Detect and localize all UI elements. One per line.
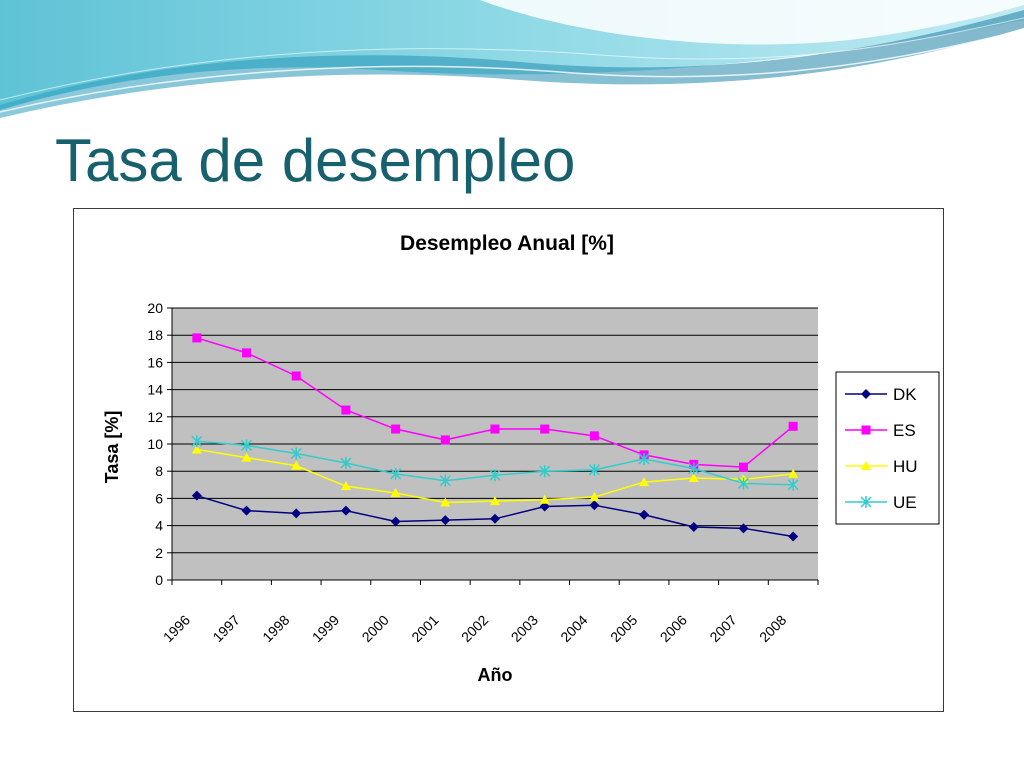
data-point-ue xyxy=(539,465,551,478)
data-point-ue xyxy=(638,452,650,465)
data-point-dk xyxy=(390,516,401,527)
y-tick-label: 12 xyxy=(147,409,163,425)
x-axis-title: Año xyxy=(478,665,513,685)
x-tick-label: 2005 xyxy=(607,612,640,645)
chart-title: Desempleo Anual [%] xyxy=(400,232,614,255)
legend-label-hu: HU xyxy=(893,457,918,476)
data-point-es xyxy=(589,431,599,441)
data-point-hu xyxy=(589,492,600,502)
data-point-dk xyxy=(788,531,799,542)
y-tick-label: 0 xyxy=(155,572,163,588)
data-point-hu xyxy=(390,487,401,497)
y-tick-label: 16 xyxy=(147,354,163,370)
x-tick-label: 2007 xyxy=(706,612,739,645)
data-point-hu xyxy=(490,496,500,506)
data-point-hu xyxy=(539,494,550,504)
data-point-es xyxy=(490,424,500,434)
legend-label-es: ES xyxy=(893,421,916,440)
y-tick-label: 10 xyxy=(147,436,163,452)
y-tick-label: 14 xyxy=(147,382,163,398)
line-chart: Desempleo Anual [%] 0 2 4 6 8 10 12 14 16 18 20 199… xyxy=(102,232,940,685)
x-tick-label: 1998 xyxy=(259,612,292,645)
data-point-es xyxy=(341,405,351,415)
data-point-ue xyxy=(489,469,501,482)
data-point-ue xyxy=(390,467,402,480)
data-point-ue xyxy=(588,463,600,476)
header-wave-banner xyxy=(0,0,1024,118)
y-tick-label: 20 xyxy=(147,300,163,316)
data-point-dk xyxy=(688,521,699,532)
data-point-ue xyxy=(787,478,799,491)
legend-box xyxy=(835,371,940,525)
data-point-hu xyxy=(291,460,302,470)
data-point-es xyxy=(192,333,202,343)
data-point-hu xyxy=(639,477,650,487)
data-point-ue xyxy=(688,462,700,475)
y-tick-label: 2 xyxy=(155,545,163,561)
y-axis-title: Tasa [%] xyxy=(102,411,122,484)
data-point-es xyxy=(242,348,252,358)
y-tick-label: 18 xyxy=(147,327,163,343)
data-point-ue xyxy=(340,457,352,470)
legend-marker-dk xyxy=(861,389,871,399)
y-tick-label: 4 xyxy=(155,518,163,534)
x-tick-label: 2003 xyxy=(508,612,541,645)
legend-marker-hu xyxy=(861,461,871,470)
x-tick-label: 2002 xyxy=(458,612,491,645)
data-point-es xyxy=(540,424,550,434)
data-point-ue xyxy=(290,447,302,460)
x-tick-label: 1996 xyxy=(160,612,193,645)
x-tick-label: 2006 xyxy=(657,612,690,645)
data-point-ue xyxy=(439,474,451,487)
slide-title: Tasa de desempleo xyxy=(55,127,576,194)
data-point-es xyxy=(440,435,450,445)
data-point-dk xyxy=(738,523,749,534)
x-tick-label: 2008 xyxy=(756,612,789,645)
data-point-hu xyxy=(191,444,202,454)
legend-label-ue: UE xyxy=(893,493,917,512)
legend-label-dk: DK xyxy=(893,385,917,404)
data-point-hu xyxy=(440,497,451,507)
data-point-hu xyxy=(788,468,799,478)
data-point-dk xyxy=(440,515,451,526)
data-point-dk xyxy=(539,501,550,512)
data-point-hu xyxy=(340,481,351,491)
plot-area: 0 2 4 6 8 10 12 14 16 18 20 1996 1997 1998 1999 2000 200… xyxy=(147,300,819,645)
data-point-dk xyxy=(490,513,500,524)
x-tick-label: 2000 xyxy=(359,612,392,645)
data-point-hu xyxy=(241,452,252,462)
data-point-es xyxy=(788,421,798,431)
data-point-hu xyxy=(688,473,699,482)
y-tick-label: 6 xyxy=(155,490,163,506)
data-point-dk xyxy=(241,505,252,516)
legend-marker-es xyxy=(861,425,871,435)
data-point-dk xyxy=(340,505,351,516)
data-point-es xyxy=(738,462,748,472)
data-point-es xyxy=(291,371,301,381)
data-point-ue xyxy=(191,435,203,448)
data-point-es xyxy=(391,424,401,434)
legend: DK ES HU UE xyxy=(835,371,940,525)
data-point-ue xyxy=(737,477,749,490)
legend-marker-ue xyxy=(860,496,872,508)
y-tick-label: 8 xyxy=(155,463,163,479)
x-tick-label: 1997 xyxy=(209,612,242,645)
data-point-dk xyxy=(191,490,202,501)
x-tick-label: 2004 xyxy=(557,612,590,645)
data-point-dk xyxy=(291,508,302,519)
data-point-dk xyxy=(589,500,600,511)
x-tick-label: 2001 xyxy=(408,612,441,645)
chart-frame: Desempleo Anual [%] 0 2 4 6 8 10 12 14 16 18 20 199… xyxy=(73,208,944,712)
data-point-ue xyxy=(241,439,253,452)
x-tick-label: 1999 xyxy=(309,612,342,645)
